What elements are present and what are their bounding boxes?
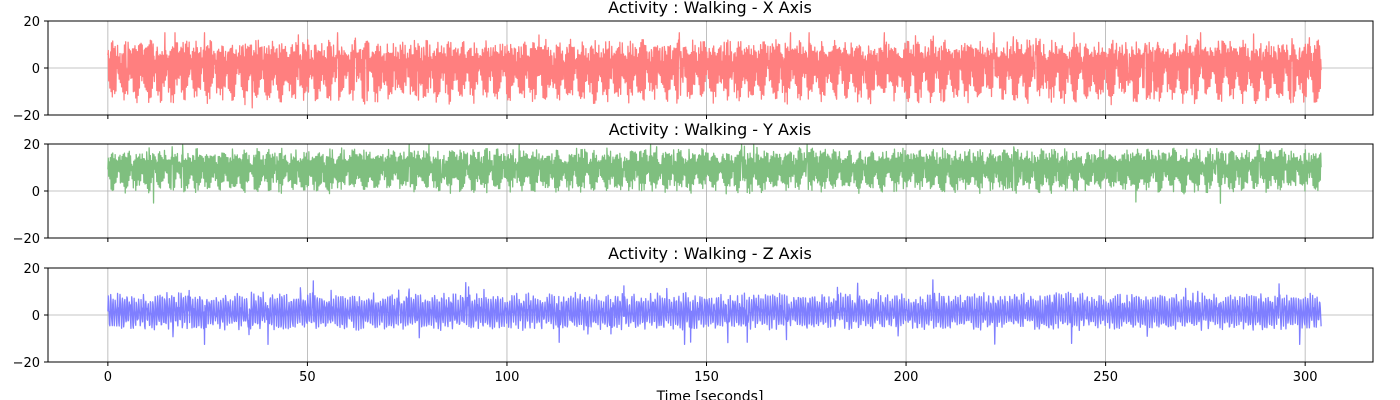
- x-tick-label: 200: [894, 370, 919, 385]
- y-tick-label: 0: [32, 62, 40, 77]
- y-tick-label: 20: [23, 138, 40, 153]
- panel-title: Activity : Walking - Z Axis: [608, 244, 812, 263]
- y-tick-label: 0: [32, 309, 40, 324]
- y-tick-label: −20: [13, 356, 40, 371]
- series-line: [107, 279, 1322, 346]
- x-tick-label: 300: [1293, 370, 1318, 385]
- panel-title: Activity : Walking - Y Axis: [609, 120, 811, 139]
- panel-frame: [47, 267, 1374, 363]
- panel-x-axis: Activity : Walking - X Axis −20 0 20: [13, 0, 1374, 124]
- y-tick-label: 20: [23, 15, 40, 30]
- x-tick-label: 150: [694, 370, 719, 385]
- x-tick-label: 0: [104, 370, 112, 385]
- x-tick-label: 250: [1093, 370, 1118, 385]
- y-tick-label: 0: [32, 185, 40, 200]
- x-axis-label: Time [seconds]: [656, 389, 764, 400]
- x-tick-label: 100: [495, 370, 520, 385]
- panel-frame: [47, 20, 1374, 116]
- panel-y-axis: Activity : Walking - Y Axis −20 0 20: [13, 120, 1374, 247]
- series-line: [107, 144, 1322, 204]
- y-tick-label: 20: [23, 262, 40, 277]
- y-tick-label: −20: [13, 109, 40, 124]
- y-tick-label: −20: [13, 232, 40, 247]
- series-line: [107, 32, 1322, 109]
- panel-frame: [47, 143, 1374, 239]
- panel-title: Activity : Walking - X Axis: [608, 0, 812, 17]
- x-tick-label: 50: [299, 370, 316, 385]
